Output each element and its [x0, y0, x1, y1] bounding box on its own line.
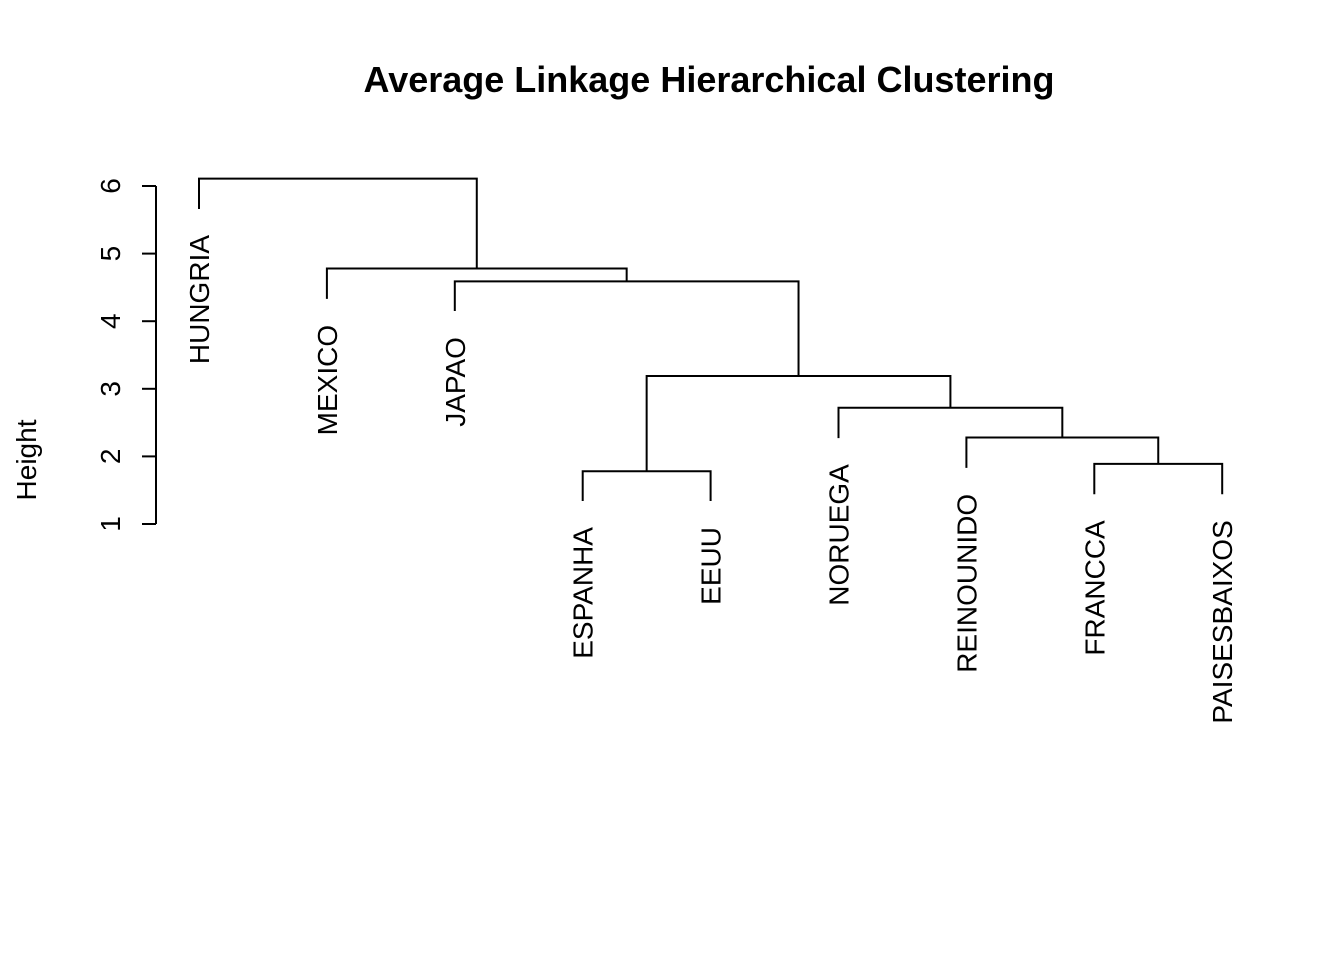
leaf-label: REINOUNIDO [951, 494, 982, 673]
merge-link [837, 406, 1064, 439]
merge-link [325, 267, 628, 299]
merge-link [1093, 462, 1224, 495]
leaf-label: EEUU [696, 527, 727, 605]
leaf-label: JAPAO [440, 337, 471, 427]
leaf-label: NORUEGA [824, 464, 855, 606]
leaf-label: ESPANHA [568, 527, 599, 659]
y-tick-label: 6 [95, 178, 126, 194]
leaf-labels: HUNGRIA MEXICO JAPAO ESPANHA EEUU NORUEGA REIN… [184, 235, 1238, 724]
leaf-label: FRANCCA [1079, 520, 1110, 656]
merge-link [453, 280, 800, 376]
y-tick-label: 3 [95, 381, 126, 397]
dendrogram-tree [198, 177, 1224, 502]
leaf-label: PAISESBAIXOS [1207, 520, 1238, 723]
y-tick-label: 5 [95, 246, 126, 262]
chart-title: Average Linkage Hierarchical Clustering [364, 59, 1055, 100]
merge-link [198, 177, 478, 269]
y-tick-label: 2 [95, 449, 126, 465]
y-axis-label: Height [11, 419, 42, 500]
merge-link [581, 470, 712, 502]
leaf-label: HUNGRIA [184, 235, 215, 364]
y-axis: 1 2 3 4 5 6 [95, 178, 157, 532]
y-tick-label: 1 [95, 516, 126, 532]
merge-link [645, 374, 952, 472]
y-tick-label: 4 [95, 313, 126, 329]
leaf-label: MEXICO [312, 325, 343, 435]
